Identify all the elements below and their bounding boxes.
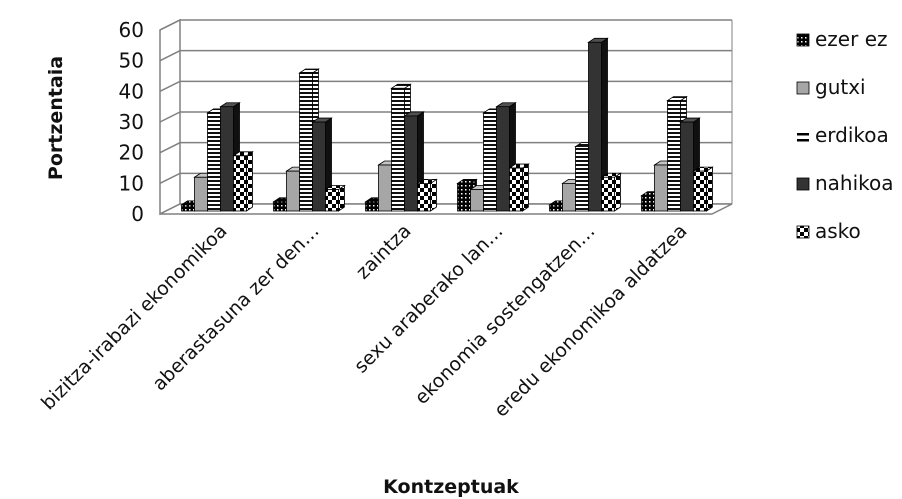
bar-nahikoa-4 — [587, 37, 609, 212]
legend-item-nahikoa: nahikoa — [796, 171, 894, 195]
bar-front — [470, 189, 484, 212]
bar-front — [286, 170, 300, 212]
legend-label: erdikoa — [815, 123, 889, 147]
bar-front — [588, 41, 602, 212]
legend-item-gutxi: gutxi — [796, 75, 866, 99]
bar-front — [496, 106, 510, 212]
legend-swatch — [796, 225, 810, 239]
legend-swatch — [796, 33, 810, 47]
bar-front — [667, 100, 681, 212]
bar-front — [220, 106, 234, 212]
bar-front — [549, 204, 563, 212]
x-tick-label: aberastasuna zer den… — [148, 220, 323, 395]
bar-front — [273, 201, 287, 212]
bar-front — [207, 112, 221, 212]
bar-front — [509, 167, 523, 212]
gridline-50 — [159, 49, 732, 62]
x-tick-label: zaintza — [352, 220, 416, 284]
bar-front — [391, 87, 405, 212]
gridline-20 — [159, 141, 732, 154]
bar-front — [417, 182, 431, 212]
y-tick-label: 30 — [119, 110, 144, 134]
bar-asko-3 — [508, 163, 530, 212]
y-tick-label: 0 — [131, 202, 144, 226]
legend-label: asko — [815, 219, 861, 243]
bar-front — [378, 164, 392, 212]
x-tick-label: bizitza-irabazi ekonomikoa — [37, 220, 231, 414]
legend-swatch — [796, 81, 810, 95]
legend-swatch — [796, 177, 810, 191]
bar-front — [483, 112, 497, 212]
bar-side — [430, 178, 437, 212]
bar-asko-1 — [324, 184, 346, 212]
bar-front — [601, 176, 615, 212]
bar-front — [194, 176, 208, 212]
bar-front — [457, 182, 471, 212]
bar-front — [641, 195, 655, 212]
bar-front — [680, 121, 694, 212]
y-tick-label: 50 — [119, 49, 144, 73]
legend-label: ezer ez — [815, 27, 888, 51]
legend-label: gutxi — [815, 75, 866, 99]
bar-front — [312, 121, 326, 212]
bar-side — [614, 172, 621, 212]
bar-front — [575, 146, 589, 212]
bar-side — [522, 163, 529, 212]
legend-swatch-line — [797, 133, 809, 136]
x-tick-label: eredu ekonomikoa aldatzea — [490, 220, 692, 422]
bar-front — [181, 204, 195, 212]
legend-item-ezer-ez: ezer ez — [796, 27, 888, 51]
bar-asko-2 — [416, 178, 438, 212]
legend-label: nahikoa — [815, 171, 894, 195]
bar-front — [404, 115, 418, 212]
bar-front — [299, 72, 313, 212]
gridline-40 — [159, 80, 732, 93]
gridline-60 — [159, 19, 732, 31]
bar-front — [365, 201, 379, 212]
legend-item-asko: asko — [796, 219, 861, 243]
x-tick-label: sexu araberako lan… — [350, 220, 508, 378]
y-tick-label: 10 — [119, 171, 144, 195]
y-tick-label: 60 — [119, 18, 144, 42]
bar-side — [246, 151, 253, 212]
y-tick-label: 40 — [119, 79, 144, 103]
y-tick-label: 20 — [119, 141, 144, 165]
legend-swatch-line — [797, 139, 809, 142]
x-tick-label: ekonomia sostengatzen… — [411, 220, 600, 409]
y-axis-title: Portzentaia — [45, 56, 67, 180]
bar-nahikoa-5 — [679, 117, 701, 212]
bar-front — [325, 189, 339, 212]
bar-front — [562, 182, 576, 212]
bar-asko-0 — [232, 151, 254, 212]
bar-front — [233, 155, 247, 212]
gridline-30 — [159, 111, 732, 123]
bar-asko-5 — [692, 166, 714, 212]
bar-nahikoa-1 — [311, 117, 333, 212]
bar-asko-4 — [600, 172, 622, 212]
legend-item-erdikoa: erdikoa — [797, 123, 889, 147]
bar-side — [706, 166, 713, 212]
bar-front — [693, 170, 707, 212]
x-axis-title: Kontzeptuak — [383, 476, 519, 498]
gridline-10 — [159, 172, 732, 185]
bar-front — [654, 164, 668, 212]
